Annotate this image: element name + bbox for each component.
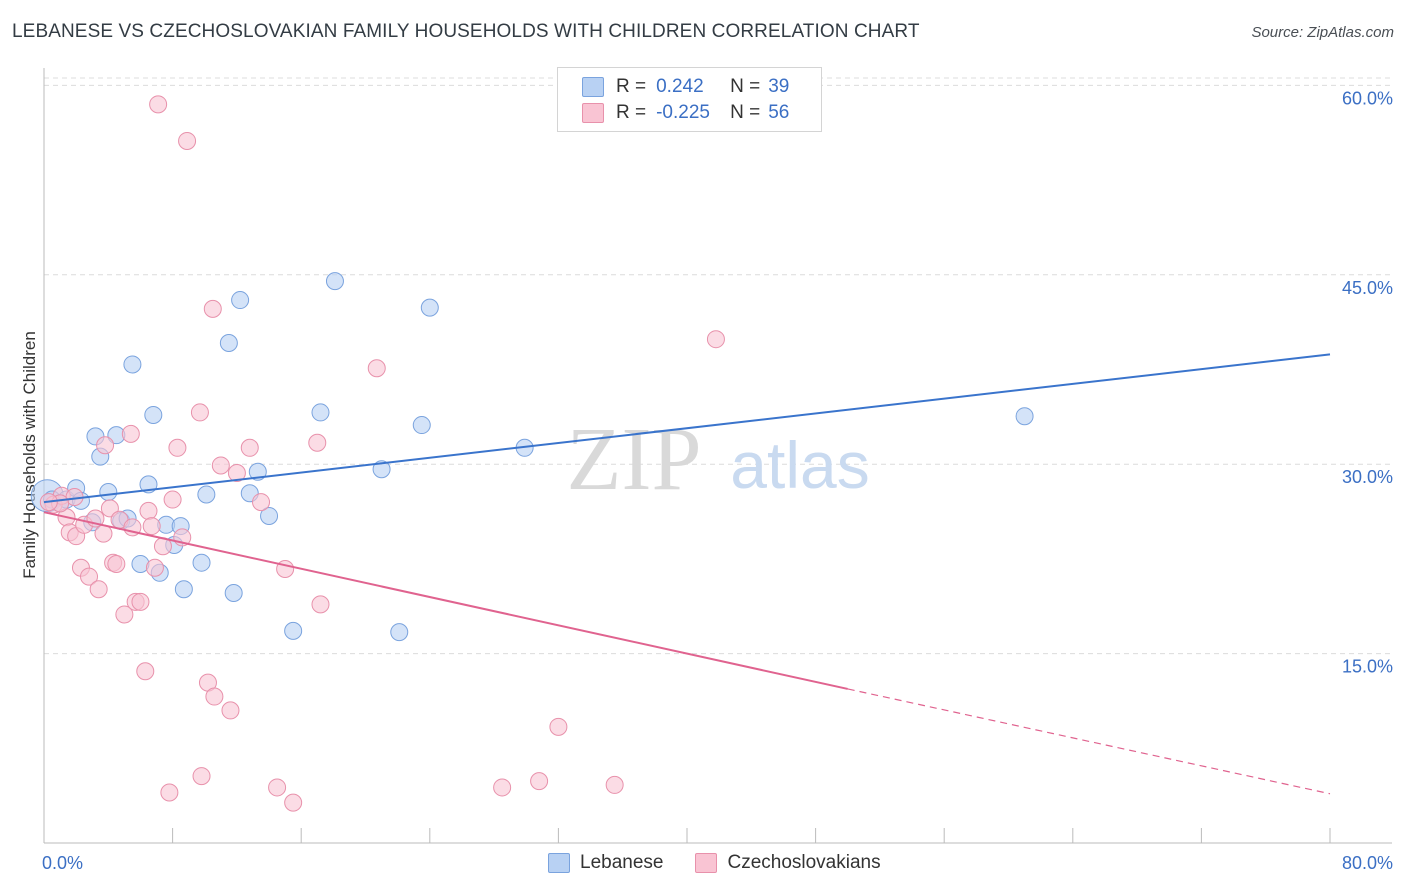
point-czechoslovakians xyxy=(605,775,624,794)
point-czechoslovakians xyxy=(145,558,164,577)
point-czechoslovakians xyxy=(190,403,209,422)
point-lebanese xyxy=(123,355,142,374)
legend-n-label: N = xyxy=(730,76,761,97)
axes xyxy=(43,68,1392,844)
point-lebanese xyxy=(219,333,238,352)
point-czechoslovakians xyxy=(205,687,224,706)
point-czechoslovakians xyxy=(530,772,549,791)
point-czechoslovakians xyxy=(268,778,287,797)
point-czechoslovakians xyxy=(367,359,386,378)
correlation-legend: R = 0.242 N = 39 R = -0.225 N = 56 xyxy=(557,67,822,132)
series-swatch-czechoslovakians xyxy=(695,853,718,873)
point-lebanese xyxy=(192,553,211,572)
point-czechoslovakians xyxy=(240,438,259,457)
grid-lines xyxy=(44,77,1392,655)
series-legend-lebanese: Lebanese xyxy=(548,852,663,874)
trend-lines xyxy=(43,353,1331,795)
point-czechoslovakians xyxy=(163,490,182,509)
legend-r-label: R = xyxy=(616,102,647,123)
point-lebanese xyxy=(420,298,439,317)
point-czechoslovakians xyxy=(96,436,115,455)
series-label-lebanese: Lebanese xyxy=(580,852,664,873)
point-czechoslovakians xyxy=(284,793,303,812)
point-czechoslovakians xyxy=(178,131,197,150)
series-swatch-lebanese xyxy=(548,853,570,873)
point-czechoslovakians xyxy=(121,424,140,443)
point-lebanese xyxy=(231,291,250,310)
trend-line-czechoslovakians xyxy=(43,511,848,690)
point-lebanese xyxy=(1015,407,1034,426)
point-czechoslovakians xyxy=(308,433,327,452)
point-czechoslovakians xyxy=(706,330,725,349)
point-czechoslovakians xyxy=(142,517,161,536)
point-lebanese xyxy=(325,272,344,291)
point-czechoslovakians xyxy=(493,778,512,797)
legend-row-lebanese: R = 0.242 N = 39 xyxy=(582,75,842,99)
point-czechoslovakians xyxy=(549,717,568,736)
point-lebanese xyxy=(412,416,431,435)
point-lebanese xyxy=(390,623,409,642)
point-czechoslovakians xyxy=(149,95,168,114)
point-lebanese xyxy=(99,482,118,501)
tick-labels: 15.0% 30.0% 45.0% 60.0% 0.0% 80.0% xyxy=(42,88,1393,873)
point-lebanese xyxy=(174,580,193,599)
legend-swatch-czechoslovakians xyxy=(582,103,604,123)
x-tick-label: 0.0% xyxy=(42,853,83,873)
point-lebanese xyxy=(224,583,243,602)
point-lebanese xyxy=(311,403,330,422)
point-lebanese xyxy=(197,485,216,504)
point-czechoslovakians xyxy=(221,701,240,720)
y-tick-label: 45.0% xyxy=(1342,278,1393,298)
legend-r-value: 0.242 xyxy=(656,76,704,97)
legend-n-label: N = xyxy=(730,102,761,123)
point-czechoslovakians xyxy=(89,580,108,599)
source-label: Source: ZipAtlas.com xyxy=(1251,24,1394,41)
x-tick-label: 80.0% xyxy=(1342,853,1393,873)
point-czechoslovakians xyxy=(136,662,155,681)
legend-r-value: -0.225 xyxy=(656,102,710,123)
point-lebanese xyxy=(372,460,391,479)
point-czechoslovakians xyxy=(211,456,230,475)
chart-title: LEBANESE VS CZECHOSLOVAKIAN FAMILY HOUSE… xyxy=(12,21,920,42)
point-czechoslovakians xyxy=(311,595,330,614)
legend-n-value: 39 xyxy=(768,76,790,97)
point-czechoslovakians xyxy=(139,501,158,520)
y-tick-label: 15.0% xyxy=(1342,657,1393,677)
point-czechoslovakians xyxy=(168,438,187,457)
series-legend-czechoslovakians: Czechoslovakians xyxy=(695,852,881,874)
point-czechoslovakians xyxy=(94,524,113,543)
series-legend: Lebanese Czechoslovakians xyxy=(548,852,913,874)
data-points xyxy=(30,95,1034,812)
watermark-zip: ZIP xyxy=(567,410,702,509)
legend-r-label: R = xyxy=(616,76,647,97)
trend-extension-czechoslovakians xyxy=(847,688,1331,795)
legend-swatch-lebanese xyxy=(582,77,604,97)
point-czechoslovakians xyxy=(80,567,99,586)
point-czechoslovakians xyxy=(227,464,246,483)
point-czechoslovakians xyxy=(131,592,150,611)
y-tick-label: 30.0% xyxy=(1342,467,1393,487)
series-label-czechoslovakians: Czechoslovakians xyxy=(727,852,881,873)
legend-n-value: 56 xyxy=(768,102,790,123)
y-tick-label: 60.0% xyxy=(1342,88,1393,108)
point-lebanese xyxy=(260,506,279,525)
point-czechoslovakians xyxy=(160,783,179,802)
point-czechoslovakians xyxy=(203,299,222,318)
watermark-atlas: atlas xyxy=(730,428,869,502)
point-czechoslovakians xyxy=(115,605,134,624)
trend-line-lebanese xyxy=(43,353,1331,504)
point-lebanese xyxy=(284,621,303,640)
point-lebanese xyxy=(144,405,163,424)
point-czechoslovakians xyxy=(107,554,126,573)
point-czechoslovakians xyxy=(252,493,271,512)
legend-row-czechoslovakians: R = -0.225 N = 56 xyxy=(582,101,842,125)
point-czechoslovakians xyxy=(192,767,211,786)
